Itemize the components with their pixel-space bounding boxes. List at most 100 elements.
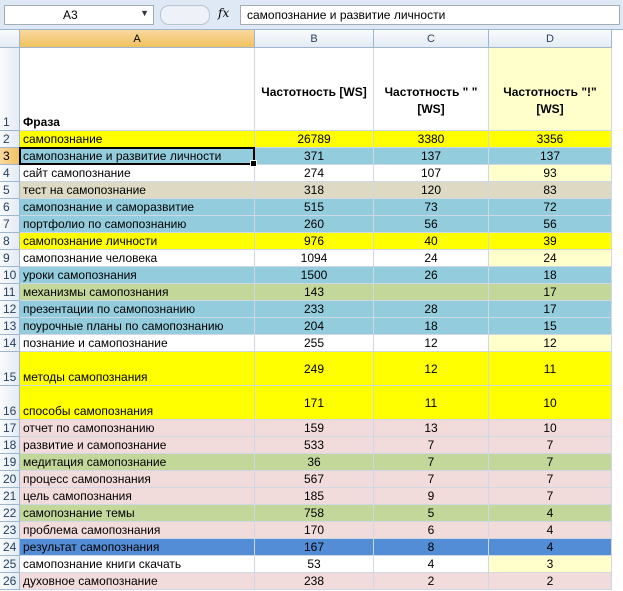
row-header[interactable]: 1 [0,48,20,131]
row-header[interactable]: 16 [0,386,20,420]
frequency-cell-b[interactable]: 260 [255,216,374,233]
frequency-cell-b[interactable]: 255 [255,335,374,352]
frequency-cell-d[interactable]: 93 [489,165,612,182]
phrase-cell[interactable]: презентации по самопознанию [20,301,255,318]
frequency-cell-d[interactable]: 7 [489,471,612,488]
frequency-cell-c[interactable]: 12 [374,335,489,352]
frequency-cell-b[interactable]: 143 [255,284,374,301]
fill-handle[interactable] [250,160,257,167]
frequency-cell-b[interactable]: 36 [255,454,374,471]
frequency-cell-c[interactable]: 2 [374,573,489,590]
frequency-cell-b[interactable]: 204 [255,318,374,335]
frequency-cell-d[interactable]: 15 [489,318,612,335]
phrase-cell[interactable]: проблема самопознания [20,522,255,539]
frequency-cell-c[interactable]: 18 [374,318,489,335]
frequency-cell-b[interactable]: 567 [255,471,374,488]
frequency-cell-c[interactable]: 120 [374,182,489,199]
phrase-cell[interactable]: духовное самопознание [20,573,255,590]
phrase-cell[interactable]: методы самопознания [20,352,255,386]
frequency-cell-d[interactable]: 17 [489,301,612,318]
frequency-cell-b[interactable]: 758 [255,505,374,522]
frequency-cell-d[interactable]: 2 [489,573,612,590]
header-cell-a[interactable]: Фраза [20,48,255,131]
phrase-cell[interactable]: механизмы самопознания [20,284,255,301]
frequency-cell-b[interactable]: 171 [255,386,374,420]
header-cell-b[interactable]: Частотность [WS] [255,48,374,131]
frequency-cell-c[interactable]: 8 [374,539,489,556]
column-header-d[interactable]: D [489,30,612,48]
frequency-cell-b[interactable]: 53 [255,556,374,573]
frequency-cell-d[interactable]: 11 [489,352,612,386]
frequency-cell-d[interactable]: 10 [489,386,612,420]
phrase-cell[interactable]: поурочные планы по самопознанию [20,318,255,335]
phrase-cell[interactable]: процесс самопознания [20,471,255,488]
frequency-cell-c[interactable]: 5 [374,505,489,522]
frequency-cell-d[interactable]: 4 [489,522,612,539]
column-header-c[interactable]: C [374,30,489,48]
row-header[interactable]: 5 [0,182,20,199]
frequency-cell-d[interactable]: 4 [489,539,612,556]
frequency-cell-d[interactable]: 3 [489,556,612,573]
frequency-cell-c[interactable]: 24 [374,250,489,267]
frequency-cell-c[interactable]: 40 [374,233,489,250]
frequency-cell-b[interactable]: 170 [255,522,374,539]
frequency-cell-b[interactable]: 26789 [255,131,374,148]
frequency-cell-d[interactable]: 3356 [489,131,612,148]
row-header[interactable]: 6 [0,199,20,216]
frequency-cell-b[interactable]: 249 [255,352,374,386]
frequency-cell-d[interactable]: 24 [489,250,612,267]
frequency-cell-b[interactable]: 371 [255,148,374,165]
frequency-cell-c[interactable]: 3380 [374,131,489,148]
row-header[interactable]: 14 [0,335,20,352]
phrase-cell[interactable]: уроки самопознания [20,267,255,284]
frequency-cell-d[interactable]: 39 [489,233,612,250]
frequency-cell-c[interactable]: 26 [374,267,489,284]
row-header[interactable]: 15 [0,352,20,386]
row-header[interactable]: 11 [0,284,20,301]
row-header[interactable]: 18 [0,437,20,454]
row-header[interactable]: 19 [0,454,20,471]
row-header[interactable]: 10 [0,267,20,284]
row-header[interactable]: 23 [0,522,20,539]
frequency-cell-c[interactable]: 11 [374,386,489,420]
phrase-cell[interactable]: тест на самопознание [20,182,255,199]
phrase-cell[interactable]: способы самопознания [20,386,255,420]
row-header[interactable]: 3 [0,148,20,165]
frequency-cell-b[interactable]: 318 [255,182,374,199]
phrase-cell[interactable]: самопознание и саморазвитие [20,199,255,216]
frequency-cell-d[interactable]: 56 [489,216,612,233]
column-header-a[interactable]: A [20,30,255,48]
row-header[interactable]: 4 [0,165,20,182]
frequency-cell-d[interactable]: 7 [489,454,612,471]
frequency-cell-d[interactable]: 137 [489,148,612,165]
frequency-cell-d[interactable]: 18 [489,267,612,284]
row-header[interactable]: 12 [0,301,20,318]
chevron-down-icon[interactable]: ▼ [140,8,149,18]
row-header[interactable]: 9 [0,250,20,267]
column-header-b[interactable]: B [255,30,374,48]
frequency-cell-b[interactable]: 159 [255,420,374,437]
row-header[interactable]: 8 [0,233,20,250]
row-header[interactable]: 21 [0,488,20,505]
frequency-cell-c[interactable]: 107 [374,165,489,182]
frequency-cell-b[interactable]: 533 [255,437,374,454]
frequency-cell-b[interactable]: 515 [255,199,374,216]
frequency-cell-c[interactable]: 4 [374,556,489,573]
frequency-cell-d[interactable]: 10 [489,420,612,437]
frequency-cell-c[interactable]: 6 [374,522,489,539]
frequency-cell-b[interactable]: 167 [255,539,374,556]
row-header[interactable]: 7 [0,216,20,233]
phrase-cell[interactable]: самопознание темы [20,505,255,522]
frequency-cell-d[interactable]: 7 [489,437,612,454]
frequency-cell-c[interactable]: 56 [374,216,489,233]
phrase-cell[interactable]: познание и самопознание [20,335,255,352]
frequency-cell-b[interactable]: 274 [255,165,374,182]
select-all-corner[interactable] [0,30,20,48]
frequency-cell-c[interactable]: 73 [374,199,489,216]
frequency-cell-d[interactable]: 12 [489,335,612,352]
frequency-cell-c[interactable] [374,284,489,301]
phrase-cell[interactable]: самопознание личности [20,233,255,250]
frequency-cell-c[interactable]: 28 [374,301,489,318]
row-header[interactable]: 20 [0,471,20,488]
row-header[interactable]: 24 [0,539,20,556]
